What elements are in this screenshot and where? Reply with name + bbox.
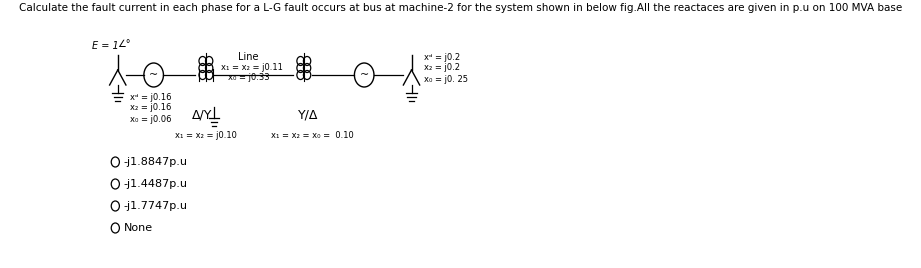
Text: x₁ = x₂ = j0.11: x₁ = x₂ = j0.11 — [221, 62, 284, 72]
Text: ~: ~ — [149, 70, 158, 80]
Text: xᵈ = j0.16: xᵈ = j0.16 — [130, 92, 171, 102]
Text: Calculate the fault current in each phase for a L-G fault occurs at bus at machi: Calculate the fault current in each phas… — [18, 3, 902, 13]
Text: ~: ~ — [359, 70, 368, 80]
Text: -j1.7747p.u: -j1.7747p.u — [123, 201, 188, 211]
Text: xᵈ = j0.2: xᵈ = j0.2 — [424, 53, 460, 61]
Text: x₀ = j0.33: x₀ = j0.33 — [227, 73, 269, 83]
Text: x₂ = j0.2: x₂ = j0.2 — [424, 64, 460, 73]
Text: E = 1: E = 1 — [92, 41, 119, 51]
Text: x₂ = j0.16: x₂ = j0.16 — [130, 103, 171, 113]
Text: x₀ = j0. 25: x₀ = j0. 25 — [424, 75, 468, 84]
Text: Y/Δ: Y/Δ — [297, 109, 318, 121]
Text: ∠°: ∠° — [117, 39, 130, 49]
Text: Line: Line — [238, 52, 259, 62]
Text: Δ/Y: Δ/Y — [192, 109, 212, 121]
Text: -j1.4487p.u: -j1.4487p.u — [123, 179, 188, 189]
Text: -j1.8847p.u: -j1.8847p.u — [123, 157, 188, 167]
Text: None: None — [123, 223, 153, 233]
Text: x₁ = x₂ = j0.10: x₁ = x₂ = j0.10 — [175, 131, 237, 140]
Text: x₀ = j0.06: x₀ = j0.06 — [130, 114, 171, 124]
Text: x₁ = x₂ = x₀ =  0.10: x₁ = x₂ = x₀ = 0.10 — [271, 131, 354, 140]
